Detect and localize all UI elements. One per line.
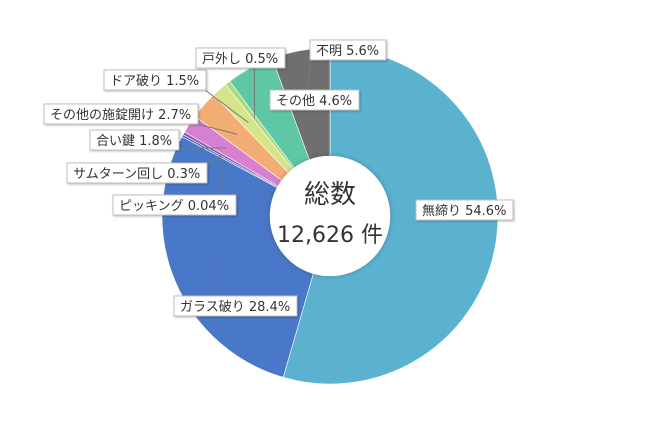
- labels-group: 無締り 54.6% ガラス破り 28.4% ピッキング 0.04% サムターン回し 0…: [43, 39, 514, 317]
- slice-label-box: [195, 47, 286, 69]
- slice-label-1: 無締り 54.6%: [415, 199, 514, 221]
- slice-label-box: [415, 199, 514, 221]
- slice-label-box: [112, 194, 237, 216]
- slice-label-text: 合い鍵 1.8%: [96, 133, 172, 149]
- leader-lines-group: [178, 59, 311, 296]
- slice-label-box: [173, 295, 298, 317]
- center-group: 総数 12,626 件: [270, 156, 390, 276]
- center-total: 12,626 件: [277, 223, 383, 248]
- slice-label-text: 不明 5.6%: [316, 44, 379, 59]
- leader-line-4: [206, 154, 223, 164]
- slice-label-2: ガラス破り 28.4%: [173, 295, 298, 317]
- slice-label-9: その他 4.6%: [269, 89, 360, 111]
- slice-label-10: 不明 5.6%: [309, 39, 387, 61]
- slice-label-text: ピッキング 0.04%: [119, 199, 229, 214]
- slice-label-text: その他の施錠開け 2.7%: [50, 108, 191, 123]
- slice-label-box: [269, 89, 360, 111]
- center-title: 総数: [304, 180, 356, 210]
- slice-label-text: ガラス破り 28.4%: [180, 300, 290, 315]
- slice-label-3: ピッキング 0.04%: [112, 194, 237, 216]
- slice-label-box: [89, 129, 180, 151]
- slice-label-text: 戸外し 0.5%: [202, 52, 278, 67]
- slice-label-box: [43, 103, 199, 125]
- slice-label-7: ドア破り 1.5%: [103, 69, 207, 91]
- slice-label-box: [103, 69, 207, 91]
- leader-line-7: [204, 89, 249, 124]
- leader-line-6: [197, 123, 237, 135]
- slice-label-text: ドア破り 1.5%: [110, 74, 199, 89]
- slice-label-box: [309, 39, 387, 61]
- slice-label-text: サムターン回し 0.3%: [73, 167, 200, 182]
- slice-label-6: その他の施錠開け 2.7%: [43, 103, 199, 125]
- leader-line-10: [307, 59, 311, 94]
- slice-label-8: 戸外し 0.5%: [195, 47, 286, 69]
- slice-label-5: 合い鍵 1.8%: [89, 129, 180, 151]
- slice-label-box: [66, 162, 208, 184]
- slice-label-text: 無締り 54.6%: [422, 203, 506, 219]
- center-hole: [270, 156, 390, 276]
- slice-label-4: サムターン回し 0.3%: [66, 162, 208, 184]
- slice-label-text: その他 4.6%: [276, 94, 352, 109]
